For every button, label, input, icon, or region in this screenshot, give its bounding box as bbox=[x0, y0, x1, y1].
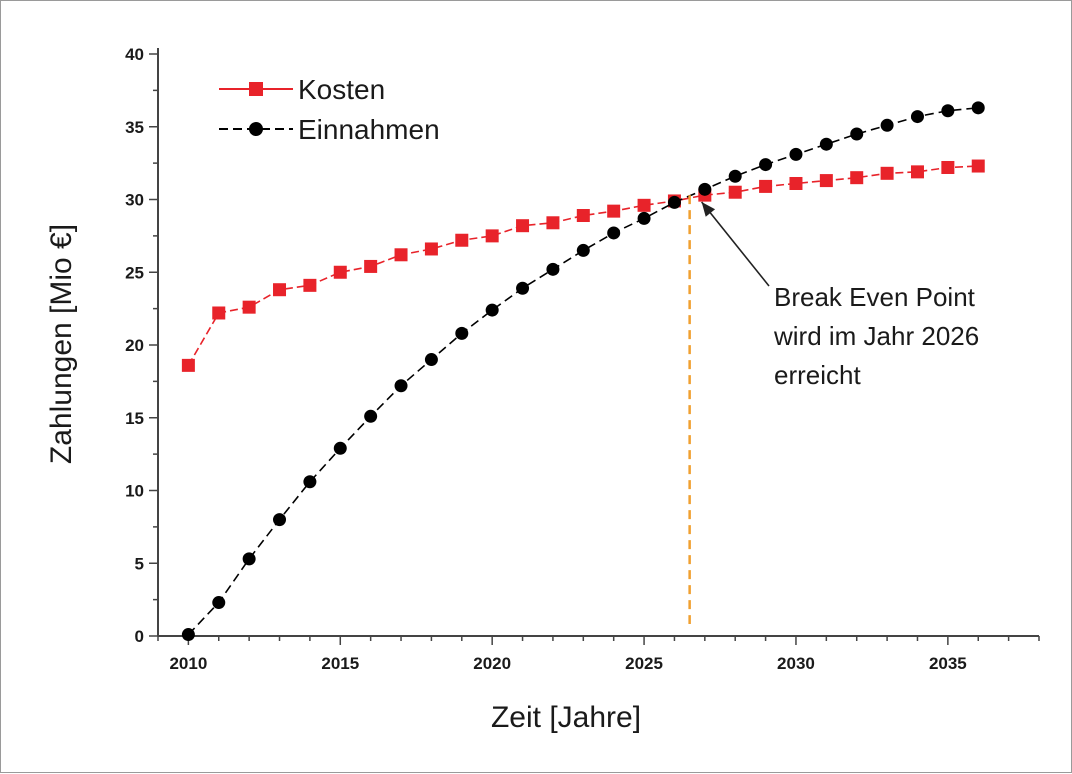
data-point bbox=[789, 176, 803, 190]
series-einnahmen bbox=[181, 101, 985, 642]
x-tick-label: 2020 bbox=[473, 654, 511, 673]
y-tick-label: 30 bbox=[125, 191, 144, 210]
data-point bbox=[333, 441, 347, 455]
data-point bbox=[424, 242, 438, 256]
data-point bbox=[880, 118, 894, 132]
data-point bbox=[455, 233, 469, 247]
data-point bbox=[789, 147, 803, 161]
data-point bbox=[637, 211, 651, 225]
data-point bbox=[971, 101, 985, 115]
data-point bbox=[667, 195, 681, 209]
legend-entry-einnahmen: Einnahmen bbox=[219, 114, 440, 145]
data-point bbox=[242, 300, 256, 314]
data-point bbox=[941, 104, 955, 118]
x-axis-title: Zeit [Jahre] bbox=[491, 701, 641, 734]
y-tick-label: 35 bbox=[125, 118, 144, 137]
data-point bbox=[546, 216, 560, 230]
x-tick-label: 2010 bbox=[169, 654, 207, 673]
data-point bbox=[850, 171, 864, 185]
data-point bbox=[516, 281, 530, 295]
data-point bbox=[455, 326, 469, 340]
annotation-arrow-line bbox=[701, 201, 770, 287]
chart-marks bbox=[181, 101, 985, 642]
y-tick-label: 5 bbox=[135, 554, 144, 573]
data-point bbox=[576, 243, 590, 257]
data-point bbox=[364, 259, 378, 273]
data-point bbox=[759, 179, 773, 193]
chart-axes bbox=[157, 48, 1039, 637]
break-even-annotation: Break Even Point wird im Jahr 2026 erreich… bbox=[688, 195, 979, 624]
data-point bbox=[910, 165, 924, 179]
y-tick-label: 10 bbox=[125, 482, 144, 501]
chart-legend: Kosten Einnahmen bbox=[219, 74, 440, 145]
series-line bbox=[187, 165, 979, 366]
data-point bbox=[850, 127, 864, 141]
data-point bbox=[698, 182, 712, 196]
data-point bbox=[759, 158, 773, 172]
data-point bbox=[242, 552, 256, 566]
data-point bbox=[485, 229, 499, 243]
y-tick-label: 20 bbox=[125, 336, 144, 355]
data-point bbox=[607, 204, 621, 218]
data-point bbox=[728, 185, 742, 199]
data-point bbox=[516, 219, 530, 233]
data-point bbox=[364, 409, 378, 423]
y-axis-title: Zahlungen [Mio €] bbox=[45, 224, 78, 464]
y-tick-label: 0 bbox=[135, 627, 144, 646]
data-point bbox=[212, 306, 226, 320]
y-tick-label: 40 bbox=[125, 45, 144, 64]
legend-label: Kosten bbox=[298, 74, 385, 105]
y-tick-label: 15 bbox=[125, 409, 144, 428]
data-point bbox=[728, 169, 742, 183]
chart-ticks bbox=[149, 53, 1040, 645]
annotation-text-line: erreicht bbox=[774, 360, 861, 390]
data-point bbox=[607, 226, 621, 240]
legend-marker bbox=[249, 82, 263, 96]
data-point bbox=[333, 265, 347, 279]
data-point bbox=[394, 248, 408, 262]
data-point bbox=[212, 596, 226, 610]
x-tick-label: 2015 bbox=[321, 654, 359, 673]
annotation-text-line: Break Even Point bbox=[774, 282, 976, 312]
legend-label: Einnahmen bbox=[298, 114, 440, 145]
x-tick-label: 2030 bbox=[777, 654, 815, 673]
x-tick-label: 2035 bbox=[929, 654, 967, 673]
y-tick-label: 25 bbox=[125, 263, 144, 282]
data-point bbox=[546, 262, 560, 276]
data-point bbox=[819, 137, 833, 151]
data-point bbox=[303, 278, 317, 292]
data-point bbox=[303, 475, 317, 489]
x-tick-label: 2025 bbox=[625, 654, 663, 673]
data-point bbox=[273, 513, 287, 527]
series-line bbox=[187, 107, 979, 636]
data-point bbox=[181, 628, 195, 642]
data-point bbox=[819, 174, 833, 188]
annotation-arrowhead bbox=[701, 202, 716, 217]
data-point bbox=[394, 379, 408, 393]
data-point bbox=[273, 283, 287, 297]
annotation-text-line: wird im Jahr 2026 bbox=[773, 321, 979, 351]
data-point bbox=[485, 303, 499, 317]
data-point bbox=[637, 198, 651, 212]
data-point bbox=[910, 110, 924, 124]
legend-entry-kosten: Kosten bbox=[219, 74, 385, 105]
data-point bbox=[424, 353, 438, 367]
data-point bbox=[181, 358, 195, 372]
legend-marker bbox=[249, 122, 263, 136]
data-point bbox=[941, 160, 955, 174]
data-point bbox=[971, 159, 985, 173]
data-point bbox=[576, 209, 590, 223]
data-point bbox=[880, 166, 894, 180]
